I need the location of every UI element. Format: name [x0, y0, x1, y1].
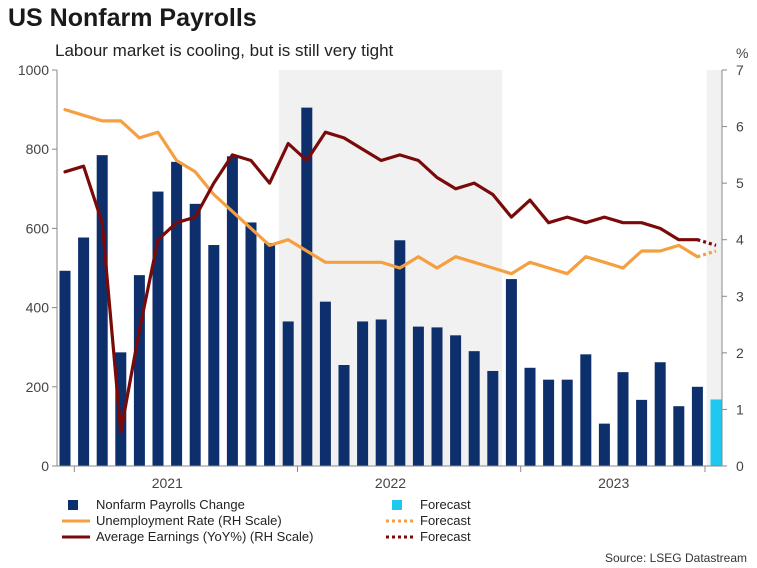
bar-forecast — [710, 399, 722, 466]
bar-payrolls — [171, 161, 183, 466]
bar-payrolls — [78, 237, 90, 466]
legend-label: Average Earnings (YoY%) (RH Scale) — [96, 529, 314, 544]
bar-payrolls — [561, 379, 573, 466]
bar-payrolls — [468, 351, 480, 466]
right-axis-unit: % — [736, 45, 748, 61]
right-tick-label: 3 — [736, 288, 744, 304]
bar-payrolls — [208, 245, 220, 466]
bar-payrolls — [282, 321, 294, 466]
bar-payrolls — [189, 203, 201, 466]
bar-payrolls — [301, 107, 313, 467]
x-tick-label: 2022 — [375, 475, 406, 491]
x-tick-label: 2023 — [598, 475, 629, 491]
line-unemployment — [63, 107, 700, 276]
chart-subtitle: Labour market is cooling, but is still v… — [55, 41, 394, 60]
bar-payrolls — [245, 222, 257, 466]
left-tick-label: 1000 — [18, 62, 49, 78]
bar-payrolls — [505, 279, 517, 466]
right-tick-label: 0 — [736, 458, 744, 474]
bar-payrolls — [543, 379, 555, 466]
bar-payrolls — [357, 321, 369, 466]
bar-payrolls — [654, 362, 666, 466]
bar-payrolls — [59, 270, 71, 466]
left-tick-label: 0 — [41, 458, 49, 474]
x-tick-label: 2021 — [152, 475, 183, 491]
bar-payrolls — [598, 423, 610, 466]
bar-payrolls — [226, 156, 238, 466]
bar-payrolls — [487, 370, 499, 466]
bar-payrolls — [338, 365, 350, 466]
chart-title: US Nonfarm Payrolls — [8, 4, 257, 32]
bar-payrolls — [375, 319, 387, 466]
right-tick-label: 7 — [736, 62, 744, 78]
legend-label: Forecast — [420, 529, 471, 544]
legend-label: Nonfarm Payrolls Change — [96, 497, 245, 512]
bar-payrolls — [617, 372, 629, 466]
right-tick-label: 5 — [736, 175, 744, 191]
bar-payrolls — [580, 354, 592, 466]
bar-payrolls — [431, 327, 443, 466]
left-tick-label: 800 — [26, 141, 50, 157]
legend-label: Unemployment Rate (RH Scale) — [96, 513, 282, 528]
right-tick-label: 1 — [736, 401, 744, 417]
bar-payrolls — [319, 301, 331, 466]
bar-payrolls — [673, 406, 685, 466]
line-earnings — [63, 130, 700, 434]
shaded-span-1 — [706, 70, 722, 466]
legend-swatch — [68, 500, 78, 510]
bar-payrolls — [152, 191, 164, 466]
bar-payrolls — [394, 240, 406, 466]
left-tick-label: 200 — [26, 379, 50, 395]
bar-payrolls — [133, 275, 145, 466]
bar-payrolls — [691, 386, 703, 466]
legend-swatch — [392, 500, 402, 510]
left-tick-label: 600 — [26, 220, 50, 236]
right-tick-label: 6 — [736, 119, 744, 135]
right-tick-label: 4 — [736, 232, 744, 248]
left-tick-label: 400 — [26, 300, 50, 316]
right-tick-label: 2 — [736, 345, 744, 361]
bar-payrolls — [412, 326, 424, 466]
bar-payrolls — [450, 335, 462, 466]
legend-label: Forecast — [420, 497, 471, 512]
legend-label: Forecast — [420, 513, 471, 528]
bar-payrolls — [524, 367, 536, 466]
source-note: Source: LSEG Datastream — [604, 551, 747, 565]
bar-payrolls — [264, 243, 276, 466]
bar-payrolls — [96, 155, 108, 466]
bar-payrolls — [636, 399, 648, 466]
bar-payrolls — [115, 352, 127, 466]
shaded-span-0 — [278, 70, 503, 466]
